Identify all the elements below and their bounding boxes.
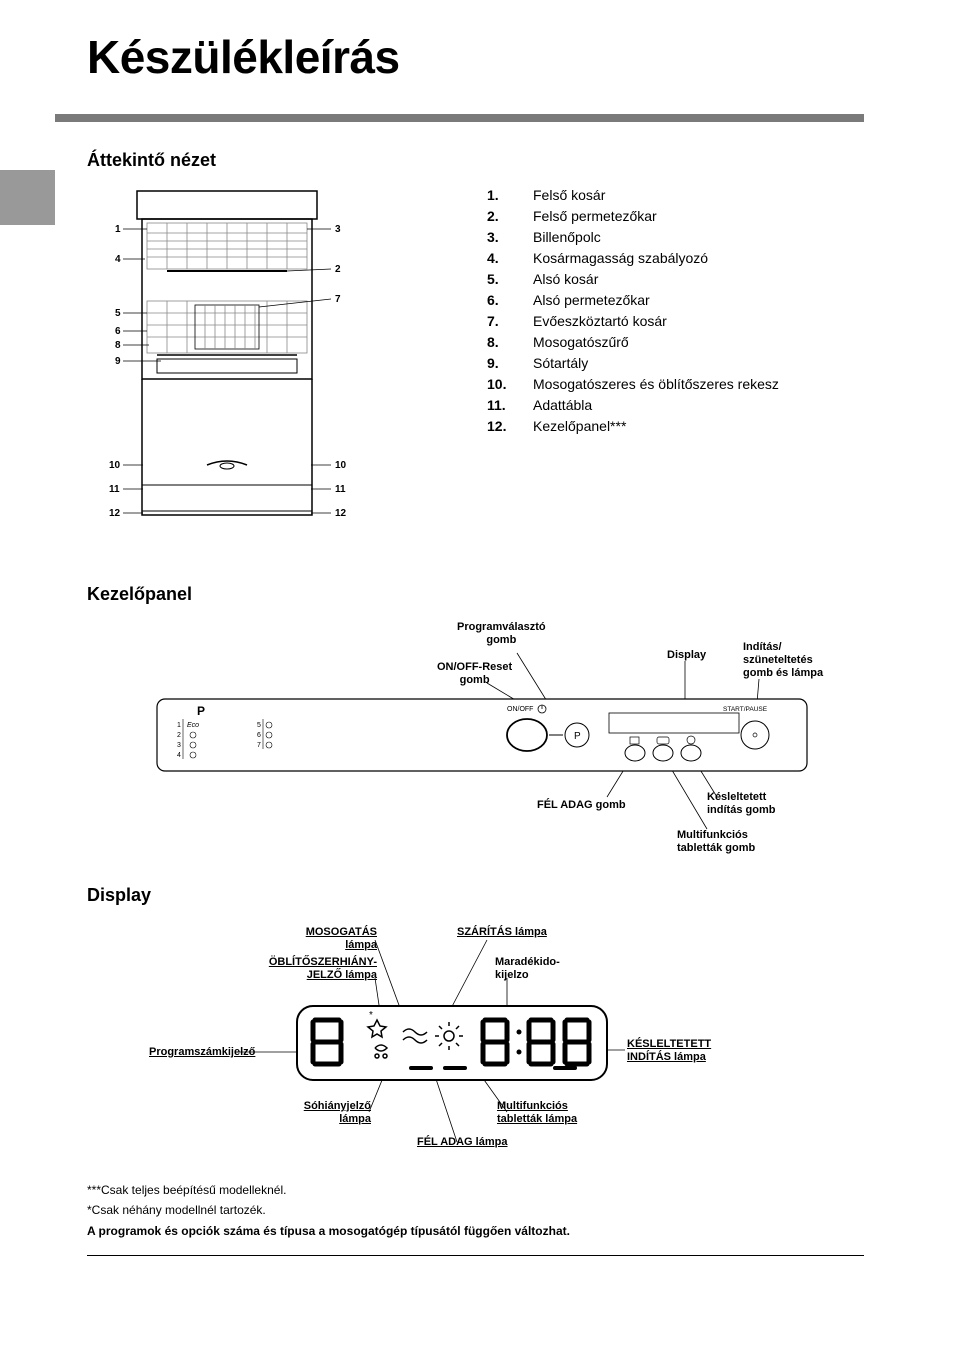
footnote-3star: ***Csak teljes beépítésű modelleknél. [87,1180,864,1200]
footnote-1star: *Csak néhány modellnél tartozék. [87,1200,864,1220]
list-item: 6.Alsó permetezőkar [487,290,779,311]
list-item: 9.Sótartály [487,353,779,374]
svg-text:6: 6 [115,326,121,337]
svg-text:3: 3 [335,224,341,235]
list-item: 2.Felső permetezőkar [487,206,779,227]
control-panel-heading: Kezelőpanel [87,584,864,605]
overview-row: 1 4 5 6 8 9 3 2 7 10 10 11 11 12 12 1.Fe… [87,185,864,550]
divider-thin [87,1255,864,1256]
svg-text:4: 4 [115,254,121,265]
svg-text:10: 10 [109,460,121,471]
list-item: 8.Mosogatószűrő [487,332,779,353]
svg-text:P: P [197,704,205,718]
svg-text:10: 10 [335,460,347,471]
svg-text:12: 12 [335,508,347,519]
svg-text:11: 11 [335,484,346,495]
list-item: 3.Billenőpolc [487,227,779,248]
svg-text:1: 1 [177,722,181,729]
parts-list: 1.Felső kosár 2.Felső permetezőkar 3.Bil… [487,185,779,550]
page-title: Készülékleírás [87,30,864,84]
svg-text:1: 1 [115,224,121,235]
list-item: 1.Felső kosár [487,185,779,206]
svg-text:12: 12 [109,508,121,519]
list-item: 10.Mosogatószeres és öblítőszeres rekesz [487,374,779,395]
footnote-bold: A programok és opciók száma és típusa a … [87,1221,864,1241]
svg-text:5: 5 [115,308,121,319]
control-panel-diagram: Programválasztó gomb ON/OFF-Reset gomb D… [87,619,864,879]
list-item: 11.Adattábla [487,395,779,416]
svg-text:START/PAUSE: START/PAUSE [723,706,768,713]
svg-text:3: 3 [177,742,181,749]
svg-text:7: 7 [335,294,341,305]
svg-text:2: 2 [177,732,181,739]
left-margin-tab [0,170,55,225]
divider-thick [55,114,864,122]
svg-text:5: 5 [257,722,261,729]
list-item: 7.Evőeszköztartó kosár [487,311,779,332]
svg-text:P: P [574,731,581,742]
svg-text:Eco: Eco [187,722,199,729]
svg-text:*: * [369,1010,373,1021]
svg-text:4: 4 [177,752,181,759]
svg-text:2: 2 [335,264,341,275]
svg-text:7: 7 [257,742,261,749]
list-item: 4.Kosármagasság szabályozó [487,248,779,269]
list-item: 12.Kezelőpanel*** [487,416,779,437]
display-diagram: MOSOGATÁS lámpa SZÁRÍTÁS lámpa ÖBLÍTŐSZE… [87,920,864,1180]
overview-heading: Áttekintő nézet [87,150,864,171]
svg-text:ON/OFF: ON/OFF [507,706,533,713]
svg-text:8: 8 [115,340,121,351]
svg-text:6: 6 [257,732,261,739]
svg-text:9: 9 [115,356,121,367]
dishwasher-diagram: 1 4 5 6 8 9 3 2 7 10 10 11 11 12 12 [87,185,367,550]
svg-text:11: 11 [109,484,120,495]
list-item: 5.Alsó kosár [487,269,779,290]
footnotes: ***Csak teljes beépítésű modelleknél. *C… [87,1180,864,1241]
display-heading: Display [87,885,864,906]
